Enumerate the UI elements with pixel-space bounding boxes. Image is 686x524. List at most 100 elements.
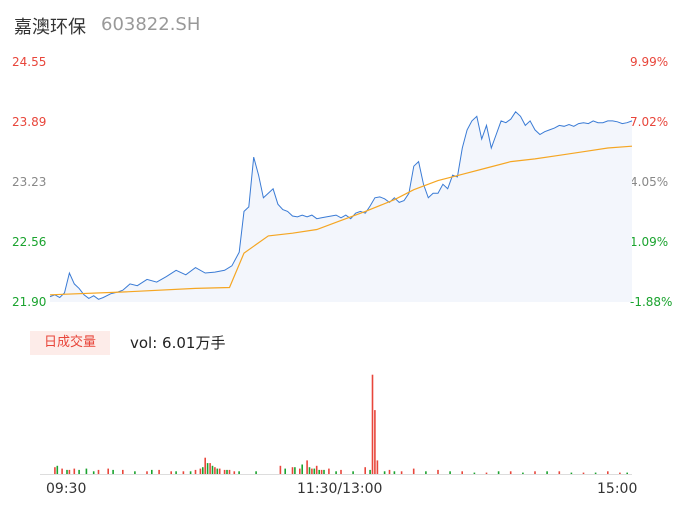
volume-bar-up	[376, 460, 379, 474]
volume-bar-down	[238, 471, 240, 474]
volume-bar-up	[320, 469, 323, 474]
y-tick-right: -1.88%	[630, 295, 673, 309]
volume-badge[interactable]: 日成交量	[30, 331, 110, 355]
volume-bar-down	[226, 469, 228, 474]
volume-bar-down	[294, 467, 296, 474]
volume-bar-up	[328, 468, 330, 474]
volume-bar-up	[509, 471, 512, 474]
volume-bar-down	[134, 471, 136, 474]
volume-bar-down	[352, 471, 354, 474]
volume-bar-down	[308, 467, 311, 474]
y-tick-left: 24.55	[12, 55, 47, 69]
average-price-line	[49, 145, 633, 296]
volume-bar-down	[301, 464, 303, 474]
volume-bar-up	[97, 469, 100, 474]
volume-bar-up	[218, 468, 221, 474]
stock-code: 603822.SH	[101, 14, 201, 35]
volume-bar-up	[412, 468, 415, 474]
volume-bar-up	[54, 467, 56, 474]
volume-bar-down	[546, 471, 548, 474]
volume-bar-down	[112, 469, 114, 474]
volume-bar-spike	[371, 374, 374, 474]
volume-bar-up	[534, 471, 536, 474]
volume-bar-down	[449, 471, 451, 474]
volume-bar-up	[170, 471, 172, 474]
volume-bar-up	[223, 469, 226, 474]
volume-bar-up	[607, 471, 609, 474]
volume-bar-up	[461, 471, 463, 474]
volume-bar-down	[78, 469, 80, 474]
volume-bar-down	[335, 471, 337, 474]
volume-bar-down	[522, 472, 524, 474]
volume-bar-up	[291, 467, 294, 474]
volume-bar-down	[151, 469, 153, 474]
volume-bar-up	[485, 472, 488, 474]
volume-bar-down	[626, 472, 628, 474]
volume-bar-up	[400, 471, 403, 474]
volume-bar-up	[209, 463, 211, 474]
y-tick-right: 9.99%	[630, 55, 669, 69]
volume-bar-down	[284, 468, 286, 474]
volume-bar-down	[318, 469, 320, 474]
volume-bar-up	[558, 471, 561, 474]
y-tick-left: 22.56	[12, 235, 47, 249]
x-tick-label: 15:00	[597, 481, 638, 497]
volume-bar-up	[315, 465, 318, 474]
volume-bar-up	[582, 472, 585, 474]
volume-bar-down	[323, 469, 325, 474]
volume-bar-up	[146, 471, 148, 474]
price-area	[50, 111, 632, 302]
stock-name: 嘉澳环保	[14, 17, 86, 38]
price-line	[49, 111, 633, 300]
volume-bar-up	[73, 468, 76, 474]
volume-bar-up	[306, 460, 308, 474]
volume-bar-down	[85, 468, 88, 474]
volume-bar-down	[66, 469, 68, 474]
volume-bar-up	[619, 472, 621, 474]
volume-bar-down	[425, 471, 427, 474]
y-tick-left: 21.90	[12, 295, 47, 309]
volume-bar-up	[311, 468, 313, 474]
volume-bar-down	[369, 469, 371, 474]
volume-bar-down	[189, 471, 192, 474]
volume-bar-down	[473, 472, 476, 474]
x-tick-label: 09:30	[46, 481, 87, 497]
volume-bar-up	[107, 468, 109, 474]
volume-bar-up	[122, 469, 124, 474]
volume-bar-up	[388, 469, 391, 474]
volume-bar-down	[594, 472, 597, 474]
volume-bar-down	[211, 465, 214, 474]
volume-bar-down	[313, 468, 316, 474]
volume-bar-up	[279, 465, 282, 474]
y-tick-right: 4.05%	[630, 175, 669, 189]
volume-bar-down	[255, 471, 257, 474]
volume-bar-up	[228, 469, 231, 474]
volume-bar-up	[199, 468, 202, 474]
volume-bar-spike	[374, 410, 376, 474]
volume-bar-down	[216, 468, 219, 474]
volume-bar-down	[175, 471, 177, 474]
volume-bar-up	[194, 469, 197, 474]
volume-bar-down	[570, 472, 573, 474]
y-tick-left: 23.23	[12, 175, 47, 189]
volume-bar-up	[233, 471, 236, 474]
volume-bar-up	[364, 467, 366, 474]
volume-bar-down	[393, 471, 396, 474]
volume-bar-up	[158, 469, 160, 474]
volume-bar-down	[206, 463, 209, 474]
volume-readout: vol: 6.01万手	[130, 334, 226, 352]
volume-bar-up	[340, 469, 342, 474]
y-tick-right: 7.02%	[630, 115, 669, 129]
volume-bar-up	[299, 468, 301, 474]
volume-bar-down	[383, 471, 386, 474]
volume-bar-down	[56, 465, 59, 474]
volume-bar-up	[61, 468, 63, 474]
volume-bar-up	[182, 471, 185, 474]
y-tick-left: 23.89	[12, 115, 47, 129]
x-tick-label: 11:30/13:00	[297, 481, 383, 497]
volume-bar-down	[497, 471, 500, 474]
volume-bar-up	[68, 469, 71, 474]
volume-bar-up	[214, 467, 216, 474]
volume-bar-down	[202, 467, 204, 474]
